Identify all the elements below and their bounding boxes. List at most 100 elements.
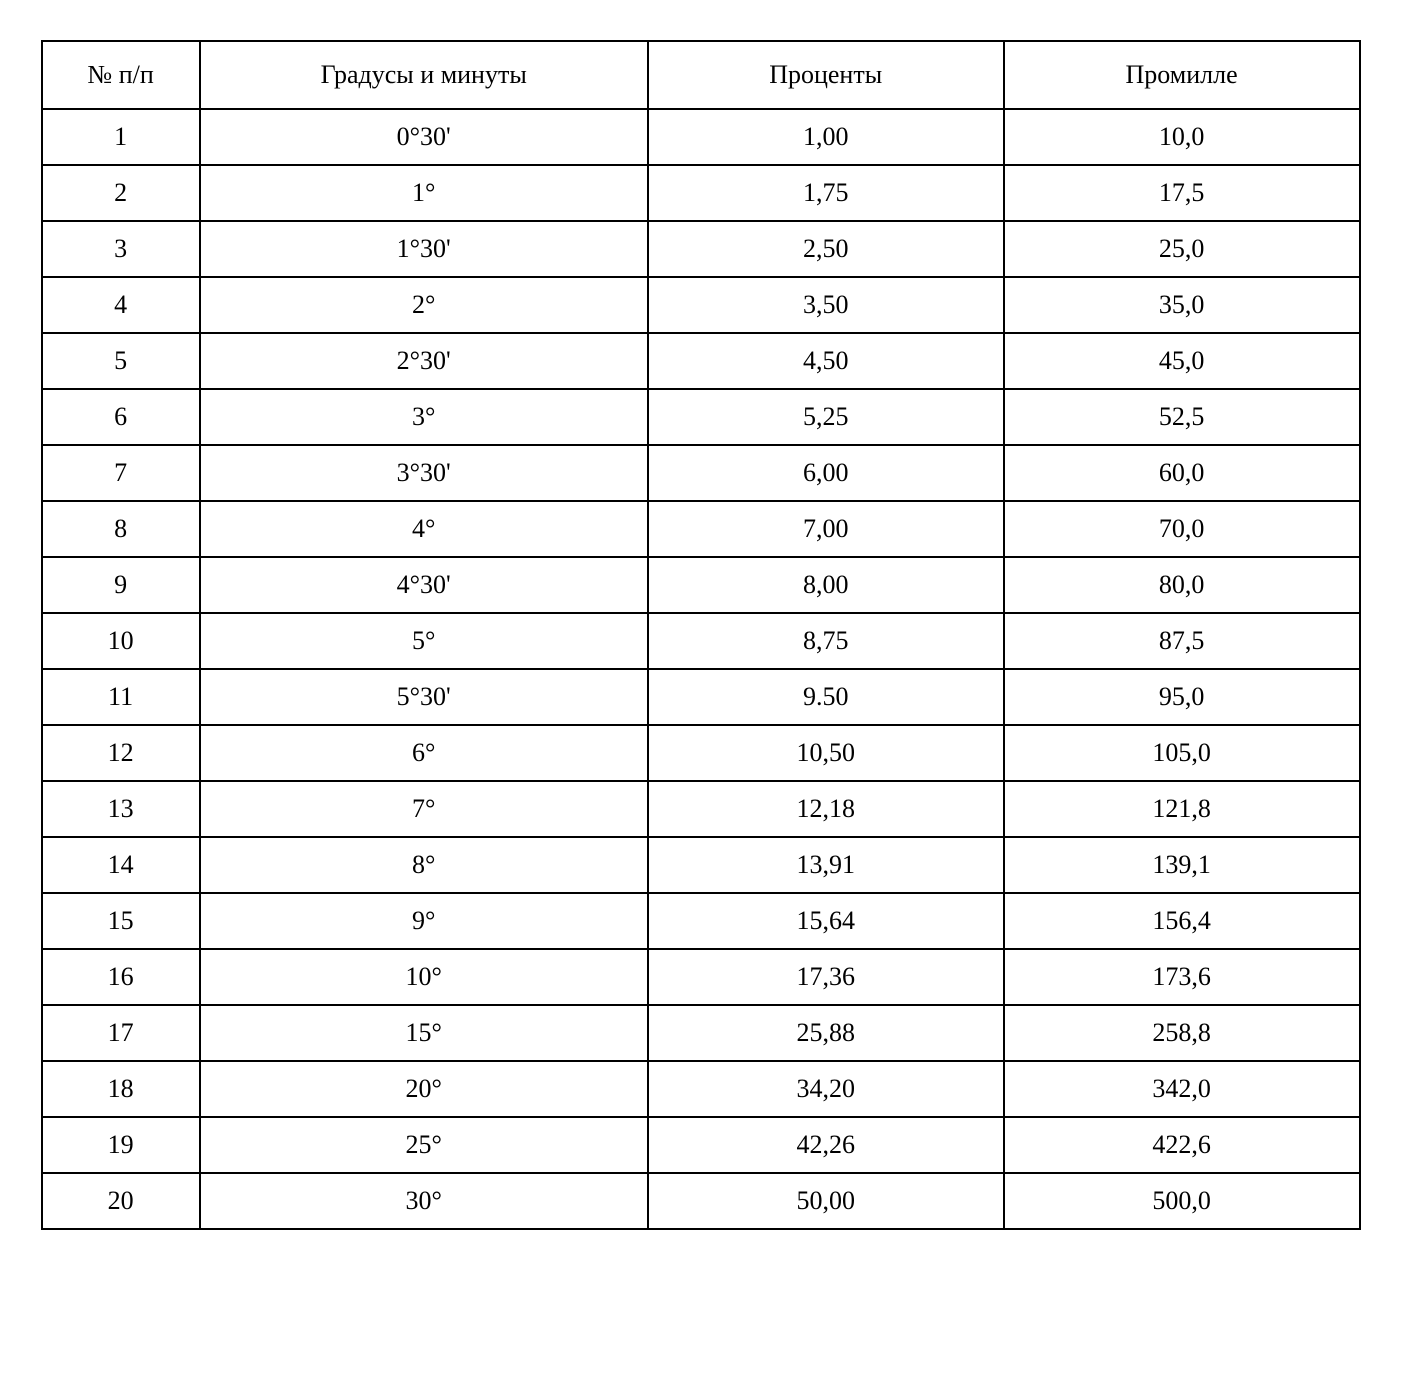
cell-number: 10 bbox=[42, 613, 200, 669]
table-row: 31°30'2,5025,0 bbox=[42, 221, 1360, 277]
cell-percent: 8,00 bbox=[648, 557, 1004, 613]
table-row: 10°30'1,0010,0 bbox=[42, 109, 1360, 165]
cell-percent: 12,18 bbox=[648, 781, 1004, 837]
cell-percent: 5,25 bbox=[648, 389, 1004, 445]
table-row: 73°30'6,0060,0 bbox=[42, 445, 1360, 501]
cell-degrees: 15° bbox=[200, 1005, 648, 1061]
cell-percent: 25,88 bbox=[648, 1005, 1004, 1061]
cell-number: 9 bbox=[42, 557, 200, 613]
cell-permille: 45,0 bbox=[1004, 333, 1360, 389]
table-row: 137°12,18121,8 bbox=[42, 781, 1360, 837]
cell-percent: 10,50 bbox=[648, 725, 1004, 781]
cell-percent: 8,75 bbox=[648, 613, 1004, 669]
cell-percent: 42,26 bbox=[648, 1117, 1004, 1173]
cell-number: 8 bbox=[42, 501, 200, 557]
cell-percent: 34,20 bbox=[648, 1061, 1004, 1117]
cell-degrees: 20° bbox=[200, 1061, 648, 1117]
cell-degrees: 5°30' bbox=[200, 669, 648, 725]
col-header-permille: Промилле bbox=[1004, 41, 1360, 109]
cell-number: 18 bbox=[42, 1061, 200, 1117]
cell-permille: 17,5 bbox=[1004, 165, 1360, 221]
table-row: 94°30'8,0080,0 bbox=[42, 557, 1360, 613]
cell-number: 6 bbox=[42, 389, 200, 445]
table-row: 1610°17,36173,6 bbox=[42, 949, 1360, 1005]
cell-percent: 1,00 bbox=[648, 109, 1004, 165]
cell-degrees: 9° bbox=[200, 893, 648, 949]
cell-permille: 52,5 bbox=[1004, 389, 1360, 445]
cell-number: 12 bbox=[42, 725, 200, 781]
cell-permille: 258,8 bbox=[1004, 1005, 1360, 1061]
cell-degrees: 4° bbox=[200, 501, 648, 557]
cell-permille: 500,0 bbox=[1004, 1173, 1360, 1229]
cell-degrees: 1°30' bbox=[200, 221, 648, 277]
cell-permille: 173,6 bbox=[1004, 949, 1360, 1005]
cell-percent: 4,50 bbox=[648, 333, 1004, 389]
cell-percent: 6,00 bbox=[648, 445, 1004, 501]
cell-degrees: 2°30' bbox=[200, 333, 648, 389]
cell-percent: 2,50 bbox=[648, 221, 1004, 277]
cell-permille: 156,4 bbox=[1004, 893, 1360, 949]
cell-degrees: 2° bbox=[200, 277, 648, 333]
table-row: 105°8,7587,5 bbox=[42, 613, 1360, 669]
cell-number: 16 bbox=[42, 949, 200, 1005]
cell-permille: 87,5 bbox=[1004, 613, 1360, 669]
cell-percent: 3,50 bbox=[648, 277, 1004, 333]
col-header-percent: Проценты bbox=[648, 41, 1004, 109]
cell-number: 1 bbox=[42, 109, 200, 165]
cell-permille: 25,0 bbox=[1004, 221, 1360, 277]
table-row: 52°30'4,5045,0 bbox=[42, 333, 1360, 389]
cell-permille: 80,0 bbox=[1004, 557, 1360, 613]
cell-number: 4 bbox=[42, 277, 200, 333]
cell-permille: 342,0 bbox=[1004, 1061, 1360, 1117]
cell-permille: 121,8 bbox=[1004, 781, 1360, 837]
cell-percent: 9.50 bbox=[648, 669, 1004, 725]
table-row: 148°13,91139,1 bbox=[42, 837, 1360, 893]
cell-percent: 17,36 bbox=[648, 949, 1004, 1005]
cell-permille: 10,0 bbox=[1004, 109, 1360, 165]
table-row: 84°7,0070,0 bbox=[42, 501, 1360, 557]
cell-number: 11 bbox=[42, 669, 200, 725]
cell-degrees: 1° bbox=[200, 165, 648, 221]
cell-degrees: 10° bbox=[200, 949, 648, 1005]
cell-degrees: 5° bbox=[200, 613, 648, 669]
cell-number: 20 bbox=[42, 1173, 200, 1229]
cell-degrees: 6° bbox=[200, 725, 648, 781]
cell-permille: 35,0 bbox=[1004, 277, 1360, 333]
table-row: 159°15,64156,4 bbox=[42, 893, 1360, 949]
cell-degrees: 8° bbox=[200, 837, 648, 893]
col-header-degrees: Градусы и минуты bbox=[200, 41, 648, 109]
cell-degrees: 3°30' bbox=[200, 445, 648, 501]
conversion-table: № п/п Градусы и минуты Проценты Промилле… bbox=[41, 40, 1361, 1230]
cell-number: 14 bbox=[42, 837, 200, 893]
cell-degrees: 4°30' bbox=[200, 557, 648, 613]
cell-number: 15 bbox=[42, 893, 200, 949]
cell-degrees: 3° bbox=[200, 389, 648, 445]
cell-number: 19 bbox=[42, 1117, 200, 1173]
cell-permille: 60,0 bbox=[1004, 445, 1360, 501]
cell-permille: 139,1 bbox=[1004, 837, 1360, 893]
cell-permille: 95,0 bbox=[1004, 669, 1360, 725]
cell-degrees: 7° bbox=[200, 781, 648, 837]
table-row: 126°10,50105,0 bbox=[42, 725, 1360, 781]
table-row: 1925°42,26422,6 bbox=[42, 1117, 1360, 1173]
cell-permille: 105,0 bbox=[1004, 725, 1360, 781]
col-header-number: № п/п bbox=[42, 41, 200, 109]
table-row: 1820°34,20342,0 bbox=[42, 1061, 1360, 1117]
cell-percent: 15,64 bbox=[648, 893, 1004, 949]
table-row: 1715°25,88258,8 bbox=[42, 1005, 1360, 1061]
cell-percent: 1,75 bbox=[648, 165, 1004, 221]
table-body: 10°30'1,0010,021°1,7517,531°30'2,5025,04… bbox=[42, 109, 1360, 1229]
cell-percent: 50,00 bbox=[648, 1173, 1004, 1229]
table-row: 42°3,5035,0 bbox=[42, 277, 1360, 333]
cell-number: 7 bbox=[42, 445, 200, 501]
table-row: 63°5,2552,5 bbox=[42, 389, 1360, 445]
cell-degrees: 30° bbox=[200, 1173, 648, 1229]
cell-number: 3 bbox=[42, 221, 200, 277]
cell-number: 2 bbox=[42, 165, 200, 221]
table-header-row: № п/п Градусы и минуты Проценты Промилле bbox=[42, 41, 1360, 109]
cell-percent: 7,00 bbox=[648, 501, 1004, 557]
cell-number: 17 bbox=[42, 1005, 200, 1061]
cell-number: 5 bbox=[42, 333, 200, 389]
table-row: 21°1,7517,5 bbox=[42, 165, 1360, 221]
table-row: 2030°50,00500,0 bbox=[42, 1173, 1360, 1229]
